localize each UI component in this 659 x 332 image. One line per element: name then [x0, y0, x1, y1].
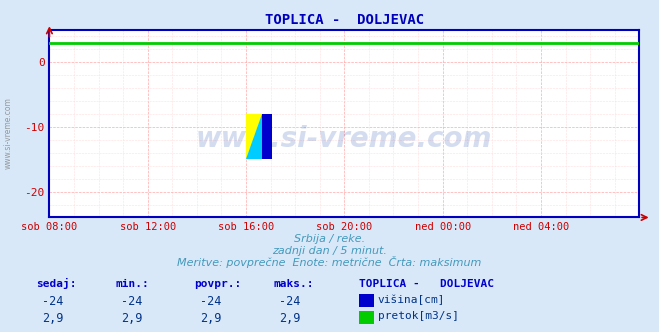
Text: sedaj:: sedaj:: [36, 278, 76, 289]
Text: pretok[m3/s]: pretok[m3/s]: [378, 311, 459, 321]
Text: 2,9: 2,9: [279, 312, 301, 325]
Text: TOPLICA -   DOLJEVAC: TOPLICA - DOLJEVAC: [359, 279, 494, 289]
Title: TOPLICA -  DOLJEVAC: TOPLICA - DOLJEVAC: [265, 13, 424, 27]
Polygon shape: [246, 114, 262, 159]
Text: Meritve: povprečne  Enote: metrične  Črta: maksimum: Meritve: povprečne Enote: metrične Črta:…: [177, 256, 482, 268]
Bar: [262, 114, 272, 159]
Text: višina[cm]: višina[cm]: [378, 294, 445, 305]
Text: -24: -24: [121, 295, 142, 308]
Text: -24: -24: [279, 295, 301, 308]
Text: povpr.:: povpr.:: [194, 279, 242, 289]
Polygon shape: [246, 114, 262, 159]
Text: www.si-vreme.com: www.si-vreme.com: [196, 125, 492, 153]
Text: 2,9: 2,9: [200, 312, 221, 325]
Text: -24: -24: [42, 295, 63, 308]
Text: -24: -24: [200, 295, 221, 308]
Text: zadnji dan / 5 minut.: zadnji dan / 5 minut.: [272, 246, 387, 256]
Text: 2,9: 2,9: [42, 312, 63, 325]
Text: www.si-vreme.com: www.si-vreme.com: [3, 97, 13, 169]
Text: maks.:: maks.:: [273, 279, 314, 289]
Text: 2,9: 2,9: [121, 312, 142, 325]
Text: min.:: min.:: [115, 279, 149, 289]
Text: Srbija / reke.: Srbija / reke.: [294, 234, 365, 244]
